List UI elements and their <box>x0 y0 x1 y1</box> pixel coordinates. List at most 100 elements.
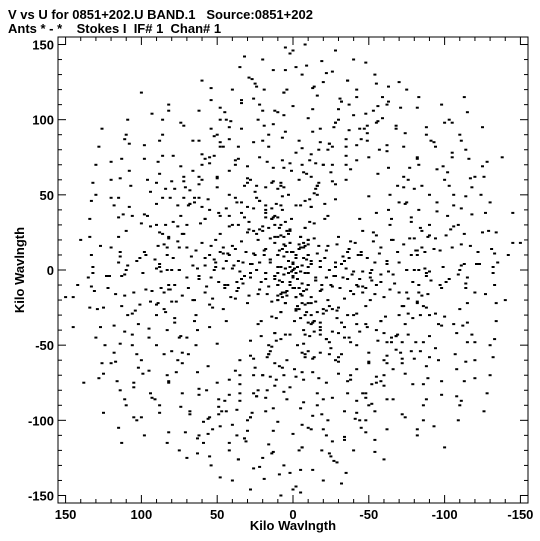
uv-point <box>465 111 469 114</box>
uv-point <box>344 138 348 141</box>
uv-point <box>394 124 398 127</box>
uv-point <box>417 269 421 271</box>
uv-point <box>217 405 221 408</box>
uv-point <box>196 452 199 455</box>
uv-point <box>126 314 130 317</box>
uv-point <box>374 329 378 332</box>
uv-point <box>280 159 284 162</box>
uv-point <box>434 347 437 350</box>
uv-point <box>311 371 315 374</box>
uv-point <box>256 323 260 326</box>
uv-point <box>288 333 292 336</box>
uv-point <box>233 159 237 162</box>
uv-point <box>397 291 401 294</box>
uv-point <box>118 251 122 253</box>
uv-point <box>127 205 131 208</box>
uv-point <box>264 186 268 189</box>
uv-point <box>230 88 234 91</box>
uv-point <box>400 357 404 360</box>
uv-point <box>297 449 301 452</box>
uv-point <box>246 429 249 432</box>
uv-point <box>374 381 378 384</box>
uv-point <box>223 111 227 114</box>
uv-point <box>355 284 359 286</box>
uv-point <box>238 392 242 395</box>
x-tick-label: -100 <box>432 507 458 522</box>
uv-point <box>305 258 309 261</box>
uv-point <box>356 285 360 288</box>
uv-point <box>264 211 268 214</box>
uv-point <box>162 308 166 311</box>
uv-point <box>287 193 290 196</box>
uv-point <box>352 58 356 61</box>
uv-point <box>283 291 287 294</box>
uv-point <box>311 108 315 111</box>
uv-point <box>330 180 334 183</box>
uv-point <box>485 160 489 163</box>
uv-point <box>432 425 436 428</box>
uv-point <box>358 217 362 220</box>
uv-point <box>406 297 410 300</box>
uv-point <box>193 320 196 323</box>
uv-point <box>387 166 390 169</box>
uv-point <box>226 284 230 286</box>
uv-point <box>208 162 212 165</box>
uv-point <box>247 228 251 231</box>
uv-point <box>420 294 424 297</box>
uv-point <box>511 241 515 244</box>
uv-point <box>176 225 180 228</box>
uv-point <box>117 196 121 199</box>
uv-point <box>456 273 460 276</box>
uv-point <box>297 308 301 311</box>
uv-point <box>337 235 340 238</box>
uv-point <box>164 223 168 226</box>
uv-point <box>64 296 68 299</box>
uv-point <box>141 272 145 274</box>
uv-point <box>149 392 152 395</box>
uv-point <box>177 269 181 271</box>
uv-point <box>315 94 319 97</box>
uv-point <box>224 320 228 323</box>
uv-point <box>123 138 127 141</box>
y-tick-label: 50 <box>40 188 54 203</box>
uv-point <box>287 272 290 274</box>
uv-point <box>120 441 124 444</box>
uv-point <box>373 261 377 264</box>
uv-point <box>259 335 263 338</box>
uv-point <box>202 441 205 444</box>
uv-point <box>209 276 213 279</box>
uv-point <box>428 335 431 338</box>
uv-point <box>337 356 340 359</box>
uv-point <box>291 269 295 271</box>
uv-point <box>485 392 489 395</box>
uv-point <box>288 52 292 55</box>
uv-point <box>478 263 481 265</box>
uv-point <box>305 172 309 175</box>
y-axis-label: Kilo Wavlngth <box>12 227 27 313</box>
uv-point <box>443 178 447 181</box>
uv-point <box>120 157 124 160</box>
uv-point <box>470 333 474 336</box>
uv-point <box>312 222 316 225</box>
uv-point <box>233 248 237 250</box>
uv-point <box>300 264 304 267</box>
uv-point <box>270 181 274 184</box>
uv-point <box>382 359 386 362</box>
uv-point <box>473 359 477 362</box>
uv-point <box>136 366 140 369</box>
uv-point <box>230 423 234 426</box>
uv-point <box>370 383 374 386</box>
uv-point <box>280 366 284 369</box>
uv-point <box>415 157 419 160</box>
uv-point <box>188 189 192 192</box>
uv-point <box>196 267 199 270</box>
uv-point <box>109 246 113 249</box>
uv-point <box>293 368 296 371</box>
uv-point <box>270 315 274 318</box>
uv-point <box>136 323 140 326</box>
uv-point <box>424 275 428 277</box>
uv-point <box>330 163 334 166</box>
uv-point <box>212 154 216 157</box>
uv-point <box>315 404 319 407</box>
uv-point <box>349 290 353 292</box>
